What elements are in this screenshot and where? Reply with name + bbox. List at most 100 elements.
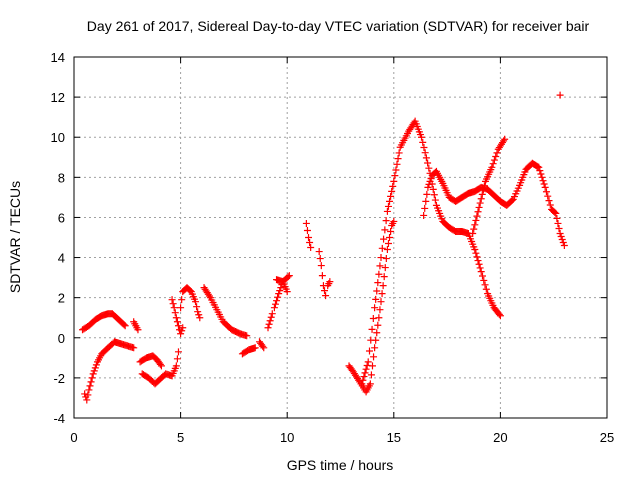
series-arc-5: [138, 348, 182, 388]
data-point: [186, 287, 194, 295]
data-point: [379, 282, 387, 290]
data-point: [268, 310, 276, 318]
data-point: [259, 342, 267, 350]
data-point: [500, 137, 508, 145]
data-point: [265, 320, 273, 328]
data-point: [420, 144, 428, 152]
data-point: [419, 138, 427, 146]
chart-title: Day 261 of 2017, Sidereal Day-to-day VTE…: [87, 18, 590, 34]
data-point: [87, 378, 95, 386]
data-point: [394, 155, 402, 163]
data-point: [538, 173, 546, 181]
data-point: [384, 202, 392, 210]
y-tick-label: 8: [58, 170, 65, 185]
data-point: [481, 281, 489, 289]
data-point: [193, 303, 201, 311]
data-point: [492, 152, 500, 160]
y-tick-label: -4: [53, 411, 65, 426]
data-point: [557, 232, 565, 240]
data-point: [541, 183, 549, 191]
data-point: [89, 370, 97, 378]
data-point: [260, 344, 268, 352]
data-point: [559, 239, 567, 247]
series-arc-1: [79, 310, 129, 334]
series-arc-17: [345, 217, 398, 396]
data-point: [168, 296, 176, 304]
data-point: [542, 188, 550, 196]
data-point: [321, 287, 329, 295]
data-point: [389, 182, 397, 190]
data-point: [427, 174, 435, 182]
series-arc-18: [358, 117, 504, 388]
data-point: [469, 229, 477, 237]
data-point: [359, 376, 367, 384]
data-point: [369, 315, 377, 323]
data-point: [551, 208, 559, 216]
data-point: [285, 272, 293, 280]
data-point: [421, 149, 429, 157]
data-point: [424, 183, 432, 191]
data-point: [496, 312, 504, 320]
data-point: [473, 212, 481, 220]
data-point: [470, 225, 478, 233]
data-point: [303, 226, 311, 234]
data-point: [81, 390, 89, 398]
data-point: [545, 197, 553, 205]
axis-ticks: 0 5 10 15 20 25 -4 -2 0 2 4 6 8 10 12 14: [51, 50, 615, 445]
data-point: [306, 239, 314, 247]
data-point: [368, 325, 376, 333]
data-point: [376, 306, 384, 314]
data-point: [315, 248, 323, 256]
series-arc-6: [168, 296, 187, 338]
data-point: [373, 287, 381, 295]
series-arc-2: [81, 338, 138, 404]
data-point: [251, 344, 259, 352]
series-arc-13: [273, 272, 293, 286]
data-point: [553, 214, 561, 222]
data-point: [380, 235, 388, 243]
y-tick-label: 10: [51, 130, 65, 145]
data-point: [156, 360, 164, 368]
x-tick-label: 15: [387, 430, 401, 445]
series-arc-11: [264, 310, 276, 332]
series-arc-20: [469, 135, 509, 237]
series-arc-3: [130, 318, 142, 334]
data-point: [474, 208, 482, 216]
data-point: [471, 221, 479, 229]
data-point: [85, 386, 93, 394]
y-axis-label: SDTVAR / TECUs: [7, 181, 23, 293]
data-point: [482, 285, 490, 293]
data-point: [157, 362, 165, 370]
data-point: [370, 353, 378, 361]
data-point: [91, 364, 99, 372]
data-point: [322, 292, 330, 300]
data-point: [276, 287, 284, 295]
data-point: [395, 149, 403, 157]
data-point: [371, 344, 379, 352]
data-point: [382, 217, 390, 225]
data-point: [173, 355, 181, 363]
data-point: [317, 262, 325, 270]
data-point: [490, 156, 498, 164]
series-arc-16: [324, 278, 334, 290]
data-point: [477, 268, 485, 276]
data-point: [537, 170, 545, 178]
data-point: [172, 362, 180, 370]
data-point: [539, 177, 547, 185]
series-arc-15: [315, 248, 330, 300]
data-point: [178, 296, 186, 304]
data-point: [174, 322, 182, 330]
data-point: [307, 244, 315, 252]
data-point: [367, 371, 375, 379]
data-point: [375, 270, 383, 278]
data-point: [130, 344, 138, 352]
data-point: [178, 327, 186, 335]
data-point: [305, 234, 313, 241]
x-tick-label: 0: [70, 430, 77, 445]
y-tick-label: 14: [51, 50, 65, 65]
data-point: [381, 264, 389, 272]
data-point: [558, 236, 566, 244]
data-point: [283, 288, 291, 296]
data-point: [86, 382, 94, 390]
